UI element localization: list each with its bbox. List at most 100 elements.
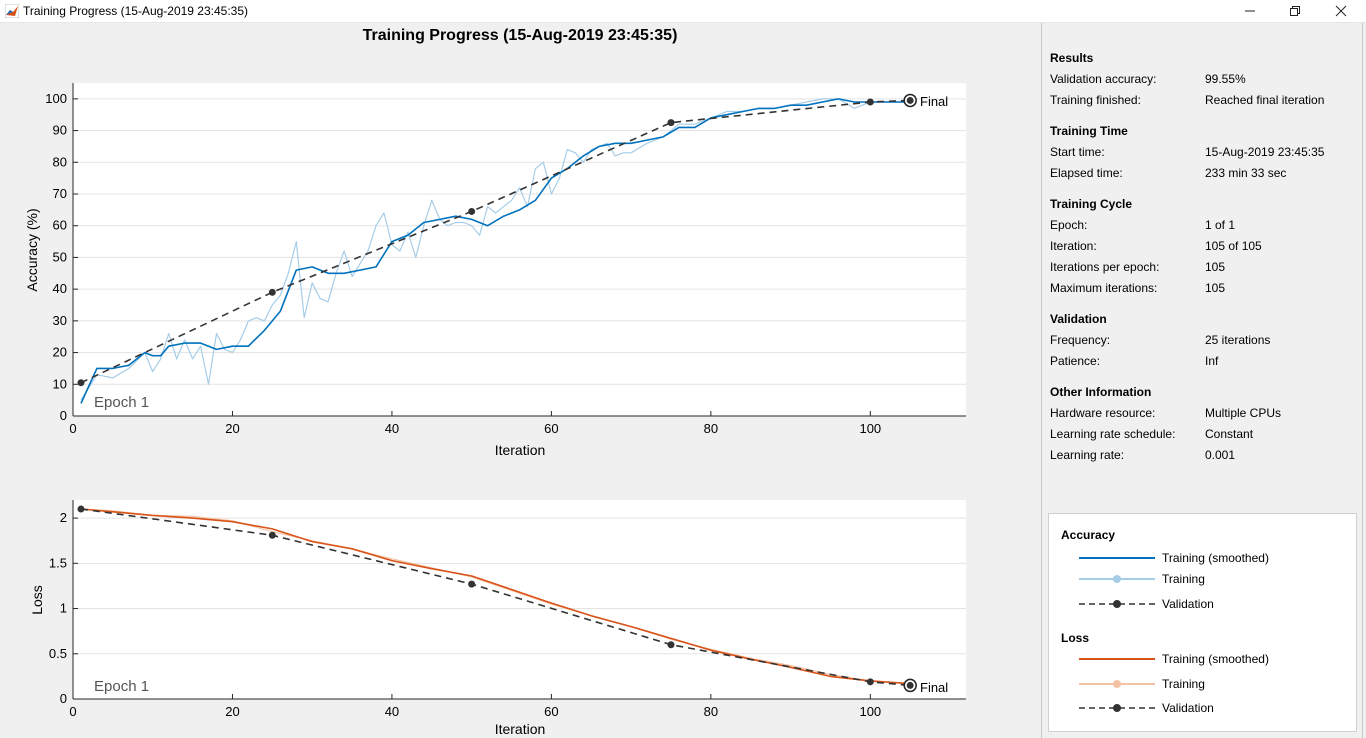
epoch-value: 1 of 1 <box>1205 218 1236 232</box>
acc-y-tick-label: 10 <box>53 376 67 391</box>
plot-area: Training Progress (15-Aug-2019 23:45:35)… <box>0 23 1040 738</box>
iterations-per-epoch-label: Iterations per epoch: <box>1050 260 1160 274</box>
matlab-app-icon <box>5 4 19 18</box>
patience-label: Patience: <box>1050 354 1101 368</box>
loss-x-tick-label: 20 <box>225 704 239 719</box>
loss-validation-point <box>77 505 85 513</box>
frequency-value: 25 iterations <box>1205 333 1271 347</box>
acc-x-tick-label: 100 <box>859 421 881 436</box>
acc-x-tick-label: 60 <box>544 421 558 436</box>
close-button[interactable] <box>1318 0 1364 22</box>
final-label-top: Final <box>920 94 948 109</box>
validation-accuracy-value: 99.55% <box>1205 72 1246 86</box>
legend: Accuracy Training (smoothed) Training Va… <box>1048 513 1357 732</box>
loss-x-tick-label: 40 <box>385 704 399 719</box>
loss-y-ticks: 0 0.5 1 1.5 2 <box>49 510 78 706</box>
legend-validation-swatch <box>1079 600 1155 608</box>
accuracy-series <box>77 93 917 404</box>
loss-x-tick-label: 60 <box>544 704 558 719</box>
maximum-iterations-label: Maximum iterations: <box>1050 281 1158 295</box>
acc-y-tick-label: 80 <box>53 154 67 169</box>
legend-training-smoothed-swatch <box>1079 557 1155 559</box>
accuracy-y-ticks: 0 10 20 30 40 50 60 70 80 90 100 <box>45 91 78 423</box>
training-finished-label: Training finished: <box>1050 93 1141 107</box>
loss-x-label: Iteration <box>495 721 546 737</box>
acc-validation-point <box>468 207 476 215</box>
loss-y-tick-label: 2 <box>60 510 67 525</box>
acc-y-tick-label: 90 <box>53 123 67 138</box>
iteration-label: Iteration: <box>1050 239 1097 253</box>
legend-accuracy-training-smoothed: Training (smoothed) <box>1162 551 1269 565</box>
accuracy-gridlines <box>73 98 966 385</box>
loss-axes: 0 0.5 1 1.5 2 0 20 40 60 80 100 Loss Iteration Ep… <box>29 500 966 737</box>
loss-validation-point <box>866 678 874 686</box>
acc-y-tick-label: 70 <box>53 186 67 201</box>
plot-title: Training Progress (15-Aug-2019 23:45:35) <box>363 27 678 44</box>
frequency-label: Frequency: <box>1050 333 1111 347</box>
training-cycle-title: Training Cycle <box>1050 197 1133 211</box>
acc-x-tick-label: 80 <box>704 421 718 436</box>
acc-y-tick-label: 20 <box>53 345 67 360</box>
iteration-value: 105 of 105 <box>1205 239 1262 253</box>
loss-y-tick-label: 0.5 <box>49 646 67 661</box>
accuracy-axes: 0 10 20 30 40 50 60 70 80 90 100 0 20 40 60 80 100 Accu… <box>24 83 966 458</box>
learning-rate-schedule-label: Learning rate schedule: <box>1050 427 1176 441</box>
validation-title: Validation <box>1050 312 1107 326</box>
training-plots: Training Progress (15-Aug-2019 23:45:35)… <box>24 27 966 737</box>
acc-validation-point <box>866 98 874 106</box>
minimize-icon <box>1245 10 1255 12</box>
legend-loss-training-smoothed: Training (smoothed) <box>1162 652 1269 666</box>
loss-y-tick-label: 0 <box>60 691 67 706</box>
validation-accuracy-label: Validation accuracy: <box>1050 72 1157 86</box>
acc-y-tick-label: 60 <box>53 218 67 233</box>
acc-y-tick-label: 0 <box>60 408 67 423</box>
acc-validation-point <box>77 379 85 387</box>
acc-validation-point <box>268 288 276 296</box>
epoch-label-top: Epoch 1 <box>94 394 149 411</box>
loss-validation-point <box>667 641 675 649</box>
training-finished-value: Reached final iteration <box>1205 93 1325 107</box>
close-icon <box>1335 5 1347 17</box>
acc-validation-point <box>667 119 675 127</box>
final-label-bottom: Final <box>920 680 948 695</box>
elapsed-time-label: Elapsed time: <box>1050 166 1123 180</box>
elapsed-time-value: 233 min 33 sec <box>1205 166 1287 180</box>
loss-validation-point <box>268 531 276 539</box>
training-time-title: Training Time <box>1050 124 1128 138</box>
loss-plot-background <box>73 500 966 699</box>
loss-final-validation-point <box>906 681 914 689</box>
accuracy-x-label: Iteration <box>495 442 546 458</box>
title-bar: Training Progress (15-Aug-2019 23:45:35) <box>0 0 1366 23</box>
start-time-label: Start time: <box>1050 145 1105 159</box>
loss-x-tick-label: 80 <box>704 704 718 719</box>
legend-accuracy-training: Training <box>1162 572 1205 586</box>
loss-series-training <box>80 508 911 685</box>
results-title: Results <box>1050 51 1094 65</box>
loss-y-tick-label: 1 <box>60 601 67 616</box>
epoch-label-bottom: Epoch 1 <box>94 678 149 695</box>
loss-series-validation <box>80 508 911 687</box>
legend-training-swatch <box>1079 575 1155 583</box>
acc-final-validation-point <box>906 96 914 104</box>
minimize-button[interactable] <box>1227 0 1273 22</box>
legend-loss-validation: Validation <box>1162 701 1214 715</box>
window-title: Training Progress (15-Aug-2019 23:45:35) <box>23 4 249 18</box>
legend-loss-title: Loss <box>1061 631 1090 645</box>
legend-accuracy-validation: Validation <box>1162 597 1214 611</box>
hardware-resource-label: Hardware resource: <box>1050 406 1156 420</box>
loss-series <box>77 505 917 693</box>
loss-x-tick-label: 0 <box>69 704 76 719</box>
acc-y-tick-label: 30 <box>53 313 67 328</box>
restore-button[interactable] <box>1272 0 1318 22</box>
acc-y-tick-label: 40 <box>53 281 67 296</box>
acc-y-tick-label: 50 <box>53 249 67 264</box>
loss-y-tick-label: 1.5 <box>49 555 67 570</box>
loss-x-tick-label: 100 <box>859 704 881 719</box>
other-information-title: Other Information <box>1050 385 1152 399</box>
accuracy-y-label: Accuracy (%) <box>24 208 40 291</box>
hardware-resource-value: Multiple CPUs <box>1205 406 1282 420</box>
legend-loss-training-smoothed-swatch <box>1079 658 1155 660</box>
iterations-per-epoch-value: 105 <box>1205 260 1226 274</box>
acc-x-tick-label: 20 <box>225 421 239 436</box>
legend-loss-training: Training <box>1162 677 1205 691</box>
